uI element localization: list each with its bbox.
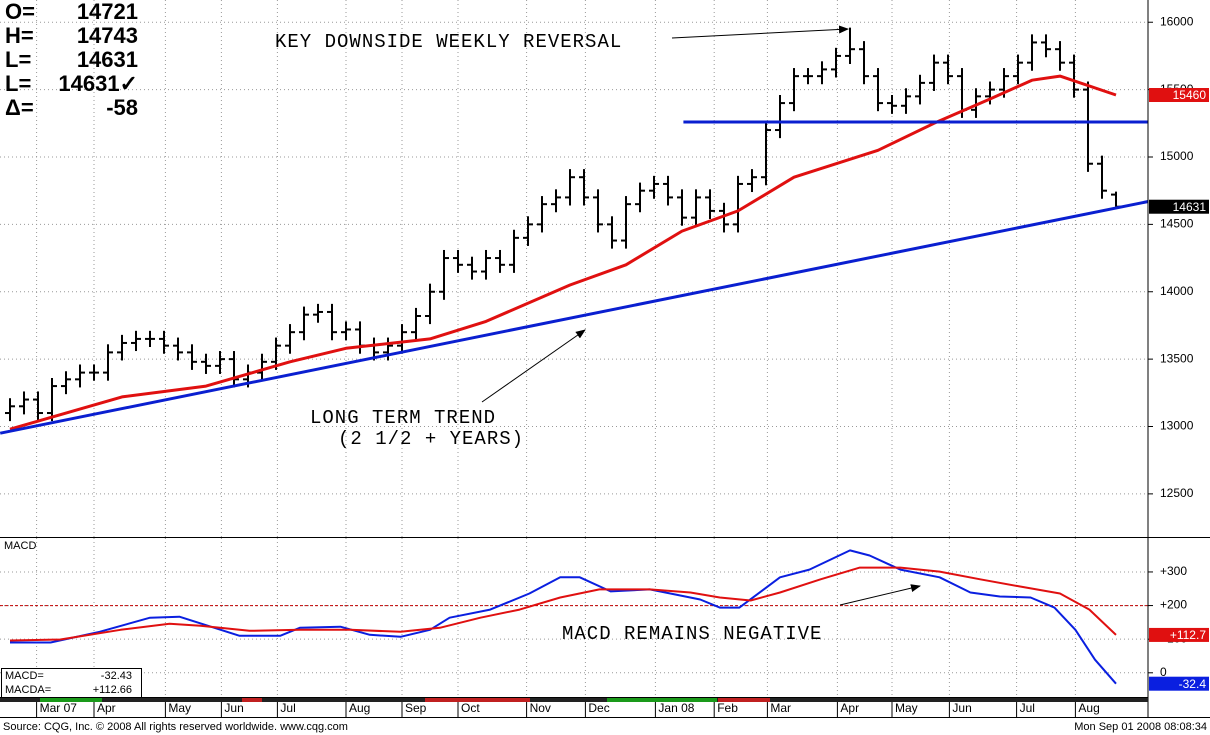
value-tag <box>1149 199 1209 214</box>
annotation: MACD REMAINS NEGATIVE <box>562 623 822 645</box>
readout-box <box>1 668 142 698</box>
x-tick-label: Jun <box>952 701 971 715</box>
value-tag <box>1149 627 1209 642</box>
x-tick-label: May <box>895 701 918 715</box>
x-tick-label: Aug <box>1078 701 1099 715</box>
annotation: LONG TERM TREND <box>310 407 496 429</box>
readout-label: MACD= <box>5 670 44 682</box>
value-tag-label: +112.7 <box>1170 628 1206 642</box>
y-tick-label: 12500 <box>1160 486 1194 500</box>
x-tick-label: Sep <box>405 701 427 715</box>
session-strip <box>0 698 1148 702</box>
readout-value: 14631 <box>77 47 138 72</box>
y-tick-label: 13000 <box>1160 419 1194 433</box>
y-tick-label: 14000 <box>1160 284 1194 298</box>
x-tick-label: Apr <box>97 701 116 715</box>
readout-label: Δ= <box>5 95 34 120</box>
value-tag-label: -32.4 <box>1179 677 1207 691</box>
x-tick-label: Aug <box>349 701 370 715</box>
session-strip <box>40 698 102 702</box>
x-tick-label: Jan 08 <box>658 701 694 715</box>
y-tick-label: 14500 <box>1160 217 1194 231</box>
readout-value: 14743 <box>77 23 138 48</box>
x-tick-label: Jul <box>280 701 295 715</box>
marks-layer <box>0 27 1149 685</box>
readout-value: -32.43 <box>101 670 132 682</box>
value-tag <box>1149 88 1209 103</box>
line <box>9 566 1117 642</box>
readout-value: 14721 <box>77 0 138 24</box>
readout-label: MACDA= <box>5 684 51 696</box>
y-tick-label: +300 <box>1160 564 1187 578</box>
y-tick-label: 16000 <box>1160 14 1194 28</box>
readout-value: +112.66 <box>93 684 132 696</box>
line <box>9 74 1117 431</box>
annotation: (2 1/2 + YEARS) <box>338 428 524 450</box>
x-tick-label: Jun <box>224 701 243 715</box>
x-tick-label: Dec <box>588 701 609 715</box>
value-tag-label: 15460 <box>1173 88 1207 102</box>
footer-source: Source: CQG, Inc. © 2008 All rights rese… <box>3 721 348 733</box>
y-tick-label: 15000 <box>1160 149 1194 163</box>
session-strip <box>718 698 770 702</box>
x-tick-label: Oct <box>461 701 480 715</box>
x-tick-label: Nov <box>530 701 551 715</box>
x-tick-label: Jul <box>1020 701 1035 715</box>
y-tick-label: +200 <box>1160 598 1187 612</box>
annotation-arrow <box>481 329 586 403</box>
y-tick-label: 13500 <box>1160 351 1194 365</box>
annotation-arrow <box>671 25 849 39</box>
panel-title: MACD <box>4 540 36 552</box>
footer-timestamp: Mon Sep 01 2008 08:08:34 <box>1074 721 1207 733</box>
value-tag-label: 14631 <box>1173 200 1207 214</box>
line <box>0 200 1149 435</box>
annotation-arrow <box>839 584 921 606</box>
readout-value: -58 <box>106 95 138 120</box>
readout-label: L= <box>5 47 31 72</box>
annotation: KEY DOWNSIDE WEEKLY REVERSAL <box>275 31 622 53</box>
session-strip <box>242 698 262 702</box>
session-strip <box>425 698 530 702</box>
x-tick-label: May <box>168 701 191 715</box>
readout-label: L= <box>5 71 31 96</box>
x-tick-label: Mar <box>770 701 791 715</box>
y-tick-label: 0 <box>1160 665 1167 679</box>
x-tick-label: Mar 07 <box>40 701 78 715</box>
session-strip <box>607 698 717 702</box>
readout-value: 14631✓ <box>58 71 138 96</box>
readout-label: O= <box>5 0 35 24</box>
x-tick-label: Apr <box>840 701 859 715</box>
x-tick-label: Feb <box>717 701 738 715</box>
value-tag <box>1149 676 1209 691</box>
readout-label: H= <box>5 23 34 48</box>
line <box>10 549 1117 685</box>
